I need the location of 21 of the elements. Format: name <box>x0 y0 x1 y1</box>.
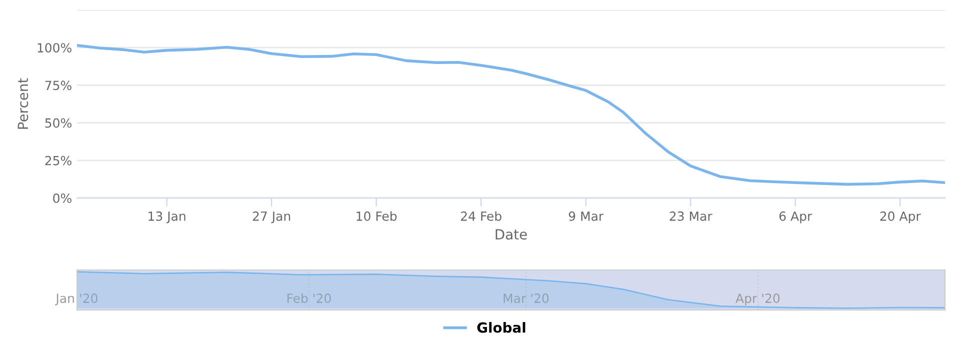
y-tick-label: 100% <box>38 43 72 53</box>
x-tick-label: 20 Apr <box>880 211 921 224</box>
x-tick-label: 13 Jan <box>148 211 186 224</box>
x-tick-label: 27 Jan <box>252 211 290 224</box>
x-tick-label: 9 Mar <box>568 211 604 221</box>
y-tick-label: 0% <box>53 193 72 203</box>
y-axis-title: Percent <box>18 78 28 129</box>
y-tick-label: 75% <box>45 80 72 90</box>
x-tick-label: Apr '20 <box>736 294 780 306</box>
x-tick-label: 24 Feb <box>460 211 502 221</box>
x-tick-label: 6 Apr <box>779 211 812 224</box>
x-axis-title: Date <box>496 229 527 240</box>
x-tick-label: Mar '20 <box>504 294 549 304</box>
x-tick-label: Feb '20 <box>287 293 331 304</box>
legend-label: Global <box>477 322 526 333</box>
line-series <box>77 44 945 186</box>
y-tick-label: 25% <box>45 156 72 166</box>
x-tick-label: Jan '20 <box>55 294 98 306</box>
x-tick-label: 23 Mar <box>670 211 712 221</box>
y-tick-label: 50% <box>45 118 72 128</box>
x-tick-label: 10 Feb <box>356 211 397 221</box>
